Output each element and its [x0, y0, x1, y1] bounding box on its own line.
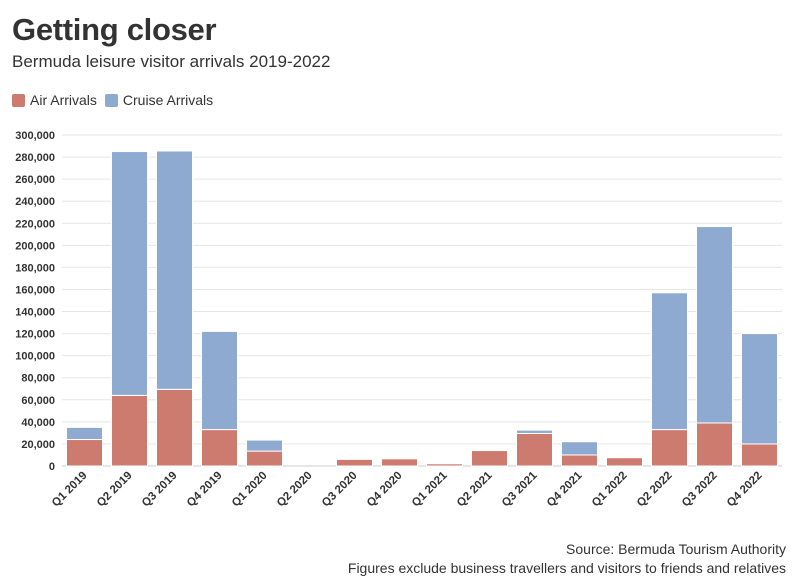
x-tick-label: Q3 2019 — [140, 470, 180, 510]
y-tick-label: 20,000 — [21, 439, 55, 451]
bar-air-arrivals — [516, 432, 553, 467]
x-tick-label: Q1 2019 — [50, 470, 90, 510]
bar-air-arrivals — [426, 463, 463, 467]
x-tick-label: Q4 2022 — [725, 470, 765, 510]
bar-air-arrivals — [606, 457, 643, 467]
bar-air-arrivals — [156, 388, 193, 467]
bar-cruise-arrivals — [156, 150, 193, 390]
bars — [66, 150, 778, 467]
source-note: Source: Bermuda Tourism Authority — [566, 541, 786, 557]
x-tick-label: Q2 2019 — [95, 470, 135, 510]
bar-cruise-arrivals — [651, 292, 688, 431]
y-tick-label: 180,000 — [15, 262, 55, 274]
y-tick-label: 240,000 — [15, 196, 55, 208]
y-tick-label: 80,000 — [21, 373, 55, 385]
bar-cruise-arrivals — [111, 151, 148, 396]
x-tick-label: Q1 2021 — [410, 469, 450, 509]
y-tick-label: 40,000 — [21, 417, 55, 429]
legend-label-air: Air Arrivals — [30, 92, 97, 108]
x-tick-label: Q1 2022 — [590, 470, 630, 510]
bar-air-arrivals — [111, 394, 148, 467]
legend-label-cruise: Cruise Arrivals — [122, 92, 214, 108]
bar-air-arrivals — [696, 422, 733, 467]
bar-cruise-arrivals — [561, 441, 598, 456]
chart-subtitle: Bermuda leisure visitor arrivals 2019-20… — [12, 52, 331, 71]
x-tick-label: Q3 2020 — [320, 470, 360, 510]
y-tick-label: 140,000 — [15, 307, 55, 319]
bar-air-arrivals — [381, 458, 418, 467]
legend: Air Arrivals Cruise Arrivals — [12, 92, 221, 108]
bar-air-arrivals — [66, 439, 103, 467]
bar-air-arrivals — [201, 429, 238, 467]
y-tick-label: 60,000 — [21, 395, 55, 407]
bar-cruise-arrivals — [741, 333, 778, 445]
x-tick-label: Q4 2020 — [365, 470, 405, 510]
x-axis-tick-labels: Q1 2019 Q2 2019 Q3 2019 Q4 2019 Q1 2020 Q2 20… — [50, 469, 765, 509]
x-tick-label: Q4 2021 — [545, 469, 585, 509]
legend-item-air: Air Arrivals — [12, 92, 97, 108]
bar-air-arrivals — [561, 454, 598, 467]
y-tick-label: 220,000 — [15, 218, 55, 230]
y-tick-label: 160,000 — [15, 284, 55, 296]
footnote: Figures exclude business travellers and … — [347, 560, 786, 576]
bar-air-arrivals — [246, 450, 283, 467]
bar-cruise-arrivals — [201, 330, 238, 431]
bar-cruise-arrivals — [66, 426, 103, 441]
bar-air-arrivals — [471, 450, 508, 467]
chart-title: Getting closer — [12, 12, 217, 47]
x-tick-label: Q4 2019 — [185, 470, 225, 510]
legend-item-cruise: Cruise Arrivals — [104, 92, 214, 108]
y-tick-label: 300,000 — [15, 130, 55, 142]
legend-swatch-cruise — [104, 93, 118, 107]
x-tick-label: Q3 2021 — [500, 469, 540, 509]
x-tick-label: Q2 2021 — [455, 469, 495, 509]
bar-cruise-arrivals — [696, 226, 733, 424]
x-tick-label: Q2 2022 — [635, 470, 675, 510]
bar-air-arrivals — [336, 458, 373, 467]
x-tick-label: Q2 2020 — [275, 470, 315, 510]
legend-swatch-air — [12, 93, 25, 107]
y-tick-label: 120,000 — [15, 329, 55, 341]
bar-cruise-arrivals — [516, 429, 553, 434]
y-tick-label: 280,000 — [15, 152, 55, 164]
bar-air-arrivals — [651, 429, 688, 467]
x-tick-label: Q1 2020 — [230, 470, 270, 510]
y-tick-label: 200,000 — [15, 240, 55, 252]
bar-air-arrivals — [741, 443, 778, 467]
y-tick-label: 0 — [49, 461, 55, 473]
y-tick-label: 100,000 — [15, 351, 55, 363]
x-tick-label: Q3 2022 — [680, 470, 720, 510]
y-tick-label: 260,000 — [15, 174, 55, 186]
bar-cruise-arrivals — [246, 439, 283, 452]
y-axis-tick-labels: 0 20,000 40,000 60,000 80,000 100,000 120,000 1… — [15, 130, 55, 473]
